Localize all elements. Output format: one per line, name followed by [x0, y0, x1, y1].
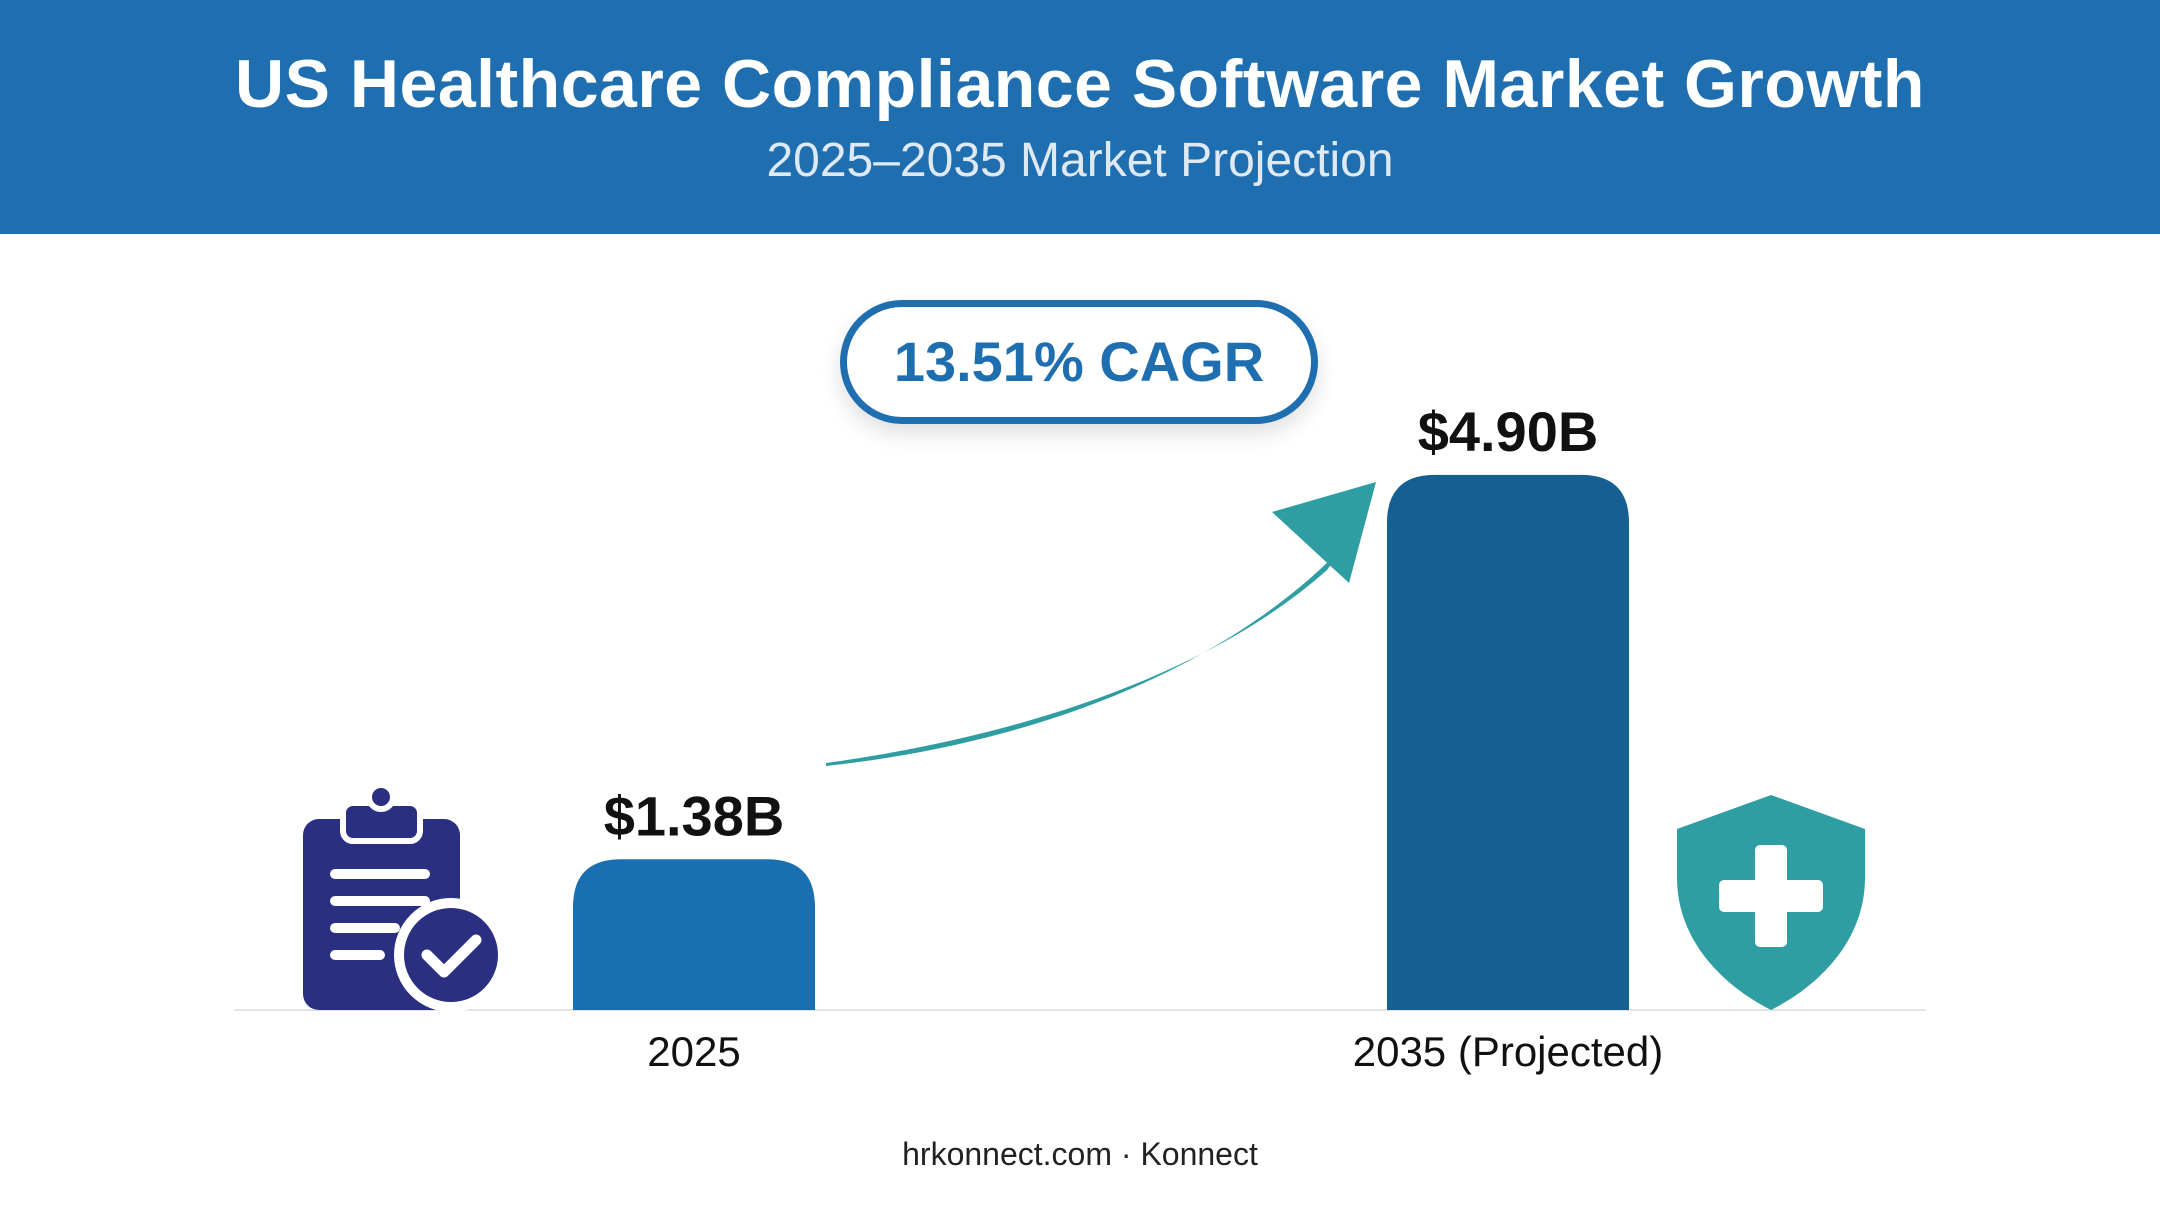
- bar-1: [573, 859, 815, 1010]
- cagr-badge: 13.51% CAGR: [840, 300, 1318, 424]
- x-tick-label-1: 2025: [647, 1028, 740, 1075]
- tick-labels-group: 2025 2035 (Projected): [647, 1028, 1663, 1075]
- header-banner: US Healthcare Compliance Software Market…: [0, 0, 2160, 234]
- value-label-1: $1.38B: [604, 784, 785, 847]
- shield-plus-icon: [1677, 795, 1865, 1010]
- bars-group: [573, 474, 1629, 1010]
- chart-title: US Healthcare Compliance Software Market…: [235, 46, 1925, 122]
- growth-arrow-icon: [826, 482, 1376, 766]
- x-tick-label-2: 2035 (Projected): [1353, 1028, 1664, 1075]
- value-label-2: $4.90B: [1418, 400, 1599, 463]
- clipboard-check-icon: [303, 782, 508, 1012]
- chart-subtitle: 2025–2035 Market Projection: [766, 134, 1394, 187]
- value-labels-group: $1.38B $4.90B: [604, 400, 1599, 847]
- bar-2: [1387, 474, 1629, 1010]
- footer-source: hrkonnect.com · Konnect: [902, 1136, 1258, 1172]
